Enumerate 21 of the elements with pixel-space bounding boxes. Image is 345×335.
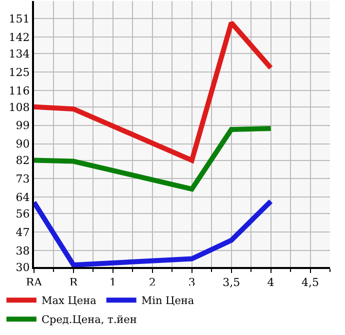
y-tick-label: 38 — [16, 244, 30, 258]
x-tick-label: 3,5 — [222, 276, 240, 290]
y-tick-label: 47 — [16, 226, 30, 239]
y-tick-label: 134 — [8, 47, 30, 60]
legend-label: Min Цена — [141, 295, 194, 308]
legend-label: Max Цена — [41, 295, 96, 308]
y-tick-label: 108 — [8, 100, 30, 114]
y-tick-label: 99 — [16, 119, 30, 132]
y-tick-label: 116 — [8, 84, 30, 98]
y-tick-label: 82 — [16, 154, 30, 168]
y-tick-label: 142 — [8, 30, 30, 44]
y-tick-label: 30 — [16, 260, 30, 274]
y-tick-label: 56 — [16, 207, 30, 220]
y-tick-label: 151 — [8, 12, 30, 26]
y-tick-label: 73 — [16, 172, 30, 186]
legend-label: Сред.Цена, т.йен — [41, 314, 137, 326]
x-tick-label: 4,5 — [302, 276, 320, 290]
y-tick-label: 125 — [8, 66, 30, 79]
x-tick-label: 4 — [267, 276, 274, 290]
y-tick-label: 64 — [16, 191, 30, 204]
y-tick-label: 90 — [16, 138, 30, 151]
